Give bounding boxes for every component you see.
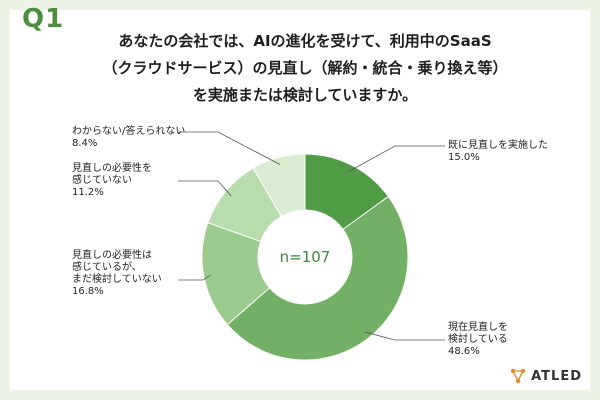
atled-logo: ATLED xyxy=(510,368,582,384)
leader-line xyxy=(178,131,281,165)
slice-category-label: 感じているが、 xyxy=(72,260,142,273)
question-line-2: （クラウドサービス）の見直し（解約・統合・乗り換え等） xyxy=(102,59,508,77)
slice-value-label: 8.4% xyxy=(72,138,97,149)
sample-size-label: n=107 xyxy=(280,248,331,266)
leader-line xyxy=(178,180,232,197)
question-line-3: を実施または検討していますか。 xyxy=(192,86,418,104)
slice-value-label: 48.6% xyxy=(448,346,480,357)
slice-category-label: 見直しの必要性は xyxy=(72,248,152,261)
question-line-1: あなたの会社では、AIの進化を受けて、利用中のSaaS xyxy=(118,32,492,50)
slice-category-label: 検討している xyxy=(448,332,508,345)
leader-line xyxy=(178,274,212,281)
question-number: Q1 xyxy=(22,4,65,34)
slice-category-label: 見直しの必要性を xyxy=(72,161,152,174)
pie-slice xyxy=(226,195,409,361)
slice-category-label: 感じていない xyxy=(72,173,132,186)
question-text: あなたの会社では、AIの進化を受けて、利用中のSaaS （クラウドサービス）の見… xyxy=(70,28,540,109)
slice-category-label: まだ検討していない xyxy=(72,272,162,285)
leader-line xyxy=(348,145,445,173)
slice-value-label: 11.2% xyxy=(72,187,104,198)
slice-value-label: 16.8% xyxy=(72,286,104,297)
slice-category-label: 既に見直しを実施した xyxy=(448,138,548,151)
pie-slice xyxy=(252,153,306,218)
atled-logo-icon xyxy=(510,368,526,384)
slice-category-label: 現在見直しを xyxy=(448,320,508,333)
brand-name: ATLED xyxy=(531,368,582,384)
slice-category-label: わからない/答えられない xyxy=(72,124,185,137)
leader-line xyxy=(364,331,445,341)
slice-value-label: 15.0% xyxy=(448,152,480,163)
